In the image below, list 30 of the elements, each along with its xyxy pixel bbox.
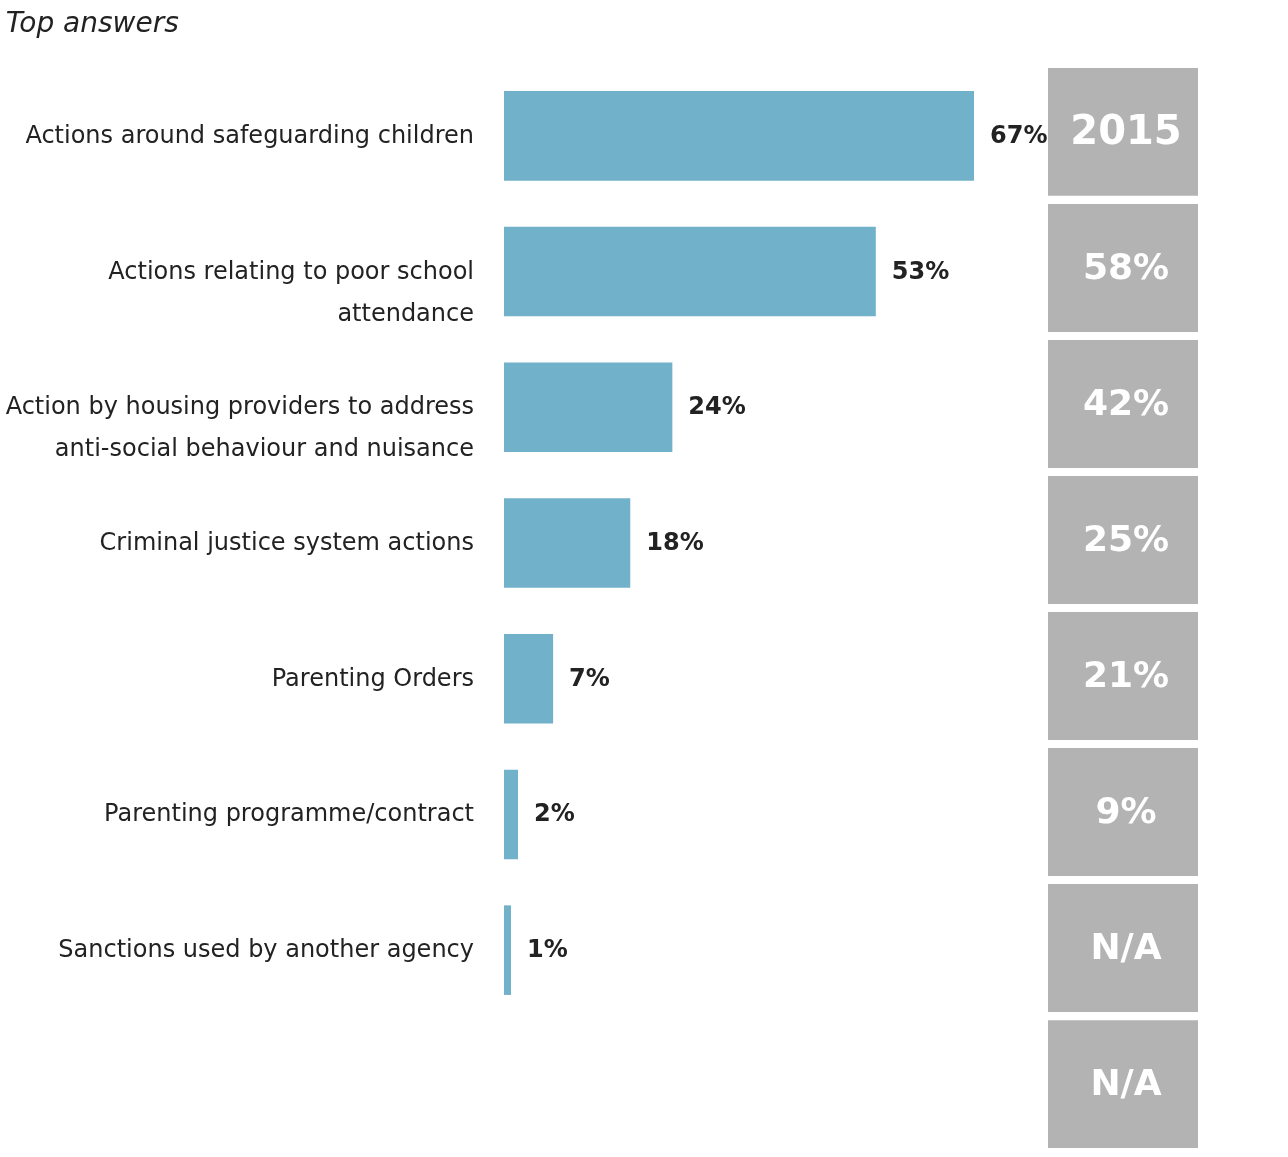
data-label: 2% — [534, 799, 575, 828]
text: N/A — [1090, 1062, 1162, 1104]
data-label: 24% — [688, 392, 746, 421]
data-label: 1% — [527, 935, 568, 964]
y-tick-label: Sanctions used by another agency — [58, 935, 474, 964]
text: N/A — [1090, 926, 1162, 968]
text: 58% — [1082, 245, 1170, 287]
text: 25% — [1082, 517, 1170, 559]
bar — [504, 362, 673, 453]
bar — [504, 905, 512, 995]
bar — [504, 498, 631, 588]
text: 9% — [1095, 790, 1157, 832]
bar — [504, 91, 974, 181]
y-tick-label: Actions relating to poor school attendance — [108, 256, 474, 327]
bar — [504, 226, 876, 317]
text: 2015 — [1070, 106, 1182, 153]
y-tick-label: Parenting programme/contract — [104, 799, 474, 828]
data-label: 7% — [569, 663, 610, 692]
text: Top answers — [5, 6, 179, 39]
y-tick-label: Parenting Orders — [271, 663, 474, 692]
text: 21% — [1082, 654, 1170, 696]
text: 42% — [1082, 381, 1170, 423]
data-label: 67% — [990, 120, 1048, 149]
data-label: 53% — [891, 256, 950, 285]
bar — [504, 633, 554, 724]
y-tick-label: Criminal justice system actions — [99, 528, 474, 556]
y-tick-label: Action by housing providers to address anti-social behaviour and nuisance — [5, 392, 474, 463]
y-tick-label: Actions around safeguarding children — [25, 120, 474, 149]
bar — [504, 769, 519, 860]
data-label: 18% — [646, 528, 704, 556]
